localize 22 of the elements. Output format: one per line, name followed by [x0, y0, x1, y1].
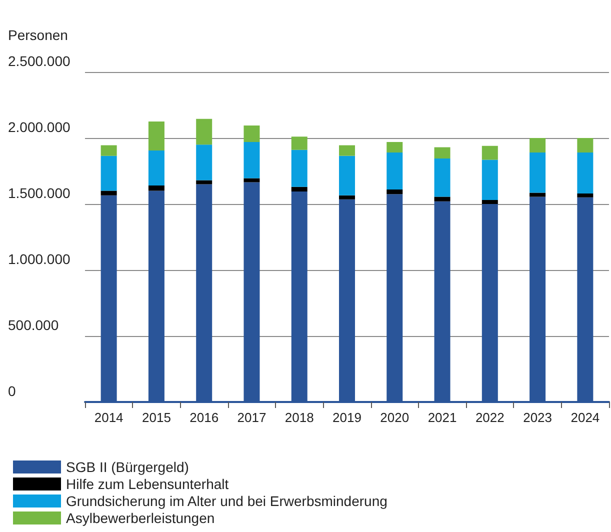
x-tick-label: 2022 [475, 410, 504, 425]
x-tick-label: 2017 [237, 410, 266, 425]
x-tick-label: 2018 [284, 410, 314, 425]
x-tick-label: 2024 [570, 410, 600, 425]
y-axis-title: Personen [8, 27, 68, 43]
legend-label: Grundsicherung im Alter und bei Erwerbsminderung [66, 493, 388, 509]
legend-label: SGB II (Bürgergeld) [66, 459, 189, 475]
y-tick-label: 1.000.000 [8, 251, 70, 267]
x-tick-label: 2016 [190, 410, 219, 425]
x-tick-label: 2021 [428, 410, 457, 425]
x-tick-label: 2023 [523, 410, 552, 425]
y-tick-label: 2.500.000 [8, 53, 70, 69]
x-tick-label: 2019 [332, 410, 362, 425]
legend-label: Asylbewerberleistungen [66, 510, 215, 526]
x-tick-label: 2014 [94, 410, 124, 425]
y-tick-label: 2.000.000 [8, 119, 70, 135]
legend-label: Hilfe zum Lebensunterhalt [66, 476, 229, 492]
x-tick-label: 2020 [380, 410, 410, 425]
y-tick-label: 500.000 [8, 317, 59, 333]
x-tick-label: 2015 [142, 410, 171, 425]
y-tick-label: 0 [8, 383, 16, 399]
y-tick-label: 1.500.000 [8, 185, 70, 201]
